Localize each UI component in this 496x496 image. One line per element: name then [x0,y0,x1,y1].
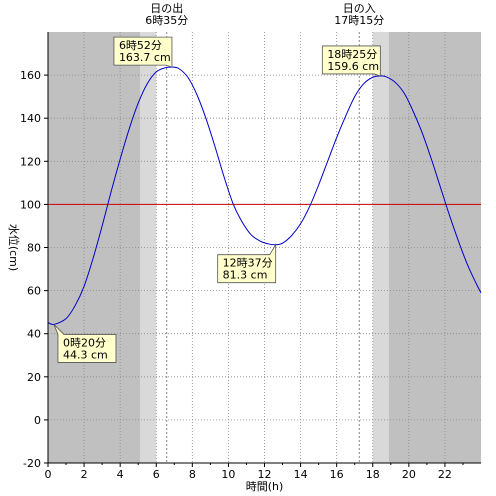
x-tick-label: 14 [294,468,308,481]
x-axis-ticks: 0 2 4 6 8 10 12 14 16 18 20 22 [45,463,464,481]
sunrise-label: 日の出 [150,1,183,15]
x-tick-label: 16 [330,468,344,481]
y-tick-label: 0 [34,414,41,427]
x-tick-label: 6 [153,468,160,481]
y-tick-label: 160 [20,69,41,82]
annotation-box [113,36,173,68]
annotation-box [53,324,117,363]
x-tick-label: 12 [258,468,272,481]
annotation-time: 0時20分 [63,336,106,349]
x-axis-label: 時間(h) [246,480,284,493]
annotation-box [217,243,277,284]
grid-lines [48,32,481,463]
y-tick-label: 100 [20,198,41,211]
annotation-value: 163.7 cm [119,51,171,64]
y-tick-label: 80 [27,242,41,255]
y-tick-label: 60 [27,285,41,298]
sunrise-time: 6時35分 [145,14,188,27]
x-tick-label: 22 [438,468,452,481]
annotation-value: 81.3 cm [223,269,268,282]
y-axis-label: 水位(cm) [7,224,21,271]
annotation-value: 159.6 cm [327,60,379,73]
y-tick-label: 140 [20,112,41,125]
annotation-time: 12時37分 [223,257,273,270]
y-tick-label: 120 [20,155,41,168]
annotation-time: 6時52分 [119,39,162,52]
annotation-time: 18時25分 [327,48,377,61]
x-tick-label: 8 [189,468,196,481]
y-axis-ticks: -20 0 20 40 60 80 100 120 140 160 [20,69,48,470]
x-tick-label: 2 [81,468,88,481]
y-tick-label: 20 [27,371,41,384]
x-tick-label: 4 [117,468,124,481]
y-tick-label: 40 [27,328,41,341]
x-tick-label: 10 [221,468,235,481]
annotation-value: 44.3 cm [63,348,108,361]
x-tick-label: 20 [402,468,416,481]
sunset-time: 17時15分 [334,14,384,27]
x-tick-label: 0 [45,468,52,481]
x-tick-label: 18 [366,468,380,481]
annotation-box [321,45,381,77]
sun-labels: 日の出 6時35分 日の入 17時15分 [145,1,384,27]
y-tick-label: -20 [23,457,41,470]
sunset-label: 日の入 [343,2,376,15]
tide-level-line [47,66,482,326]
